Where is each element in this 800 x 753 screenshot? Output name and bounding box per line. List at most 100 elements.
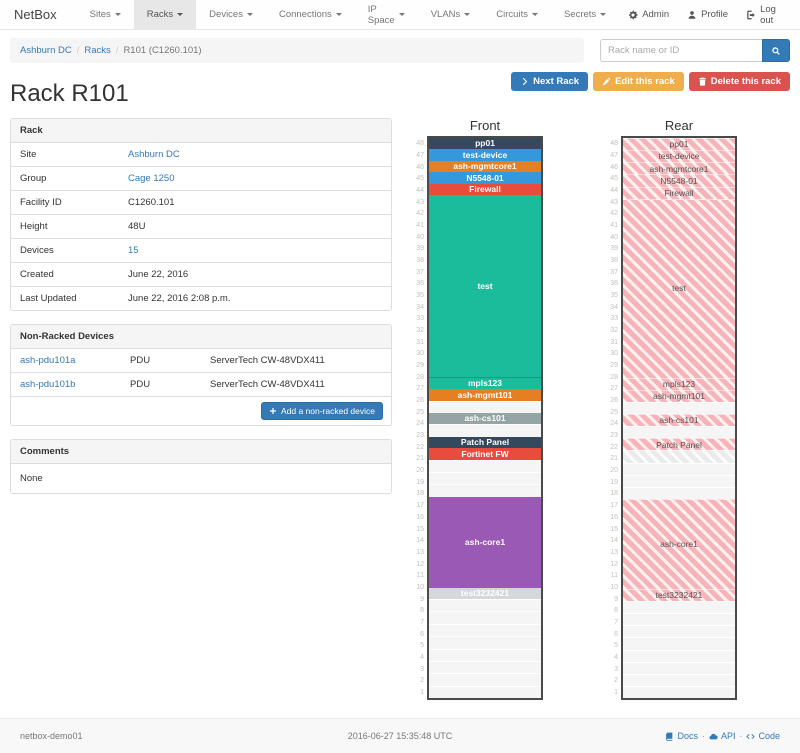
pencil-icon xyxy=(602,77,611,86)
nav-item-sites[interactable]: Sites xyxy=(77,0,134,29)
detail-label: Last Updated xyxy=(20,293,77,304)
unit-number: 43 xyxy=(610,198,618,206)
device-block-pp01[interactable]: pp01 xyxy=(429,138,541,150)
nonracked-device-link[interactable]: ash-pdu101a xyxy=(20,355,76,366)
device-block-ash-core1[interactable]: ash-core1 xyxy=(623,498,735,589)
unit-number: 20 xyxy=(416,467,424,475)
device-block-n5548-01[interactable]: N5548-01 xyxy=(429,172,541,184)
nonracked-device-role: PDU xyxy=(130,379,151,390)
device-block-ash-mgmt101[interactable]: ash-mgmt101 xyxy=(623,389,735,402)
delete-rack-button[interactable]: Delete this rack xyxy=(688,72,790,91)
nav-right: Admin Profile Log out xyxy=(619,0,800,29)
nav-item-label: Connections xyxy=(278,9,332,20)
unit-number: 44 xyxy=(416,187,424,195)
detail-value-last-updated: June 22, 2016 2:08 p.m. xyxy=(128,293,231,304)
rear-unit-numbers: 48 47 46 45 44 43 42 41 40 39 38 37 36 35 34 33 32 31 30 29… xyxy=(605,136,621,700)
detail-value-group[interactable]: Cage 1250 xyxy=(128,173,175,184)
caret-down-icon xyxy=(464,13,471,16)
device-block-test3232421[interactable]: test3232421 xyxy=(623,588,735,601)
search-button[interactable] xyxy=(762,39,790,62)
unit-number: 23 xyxy=(610,432,618,440)
unit-number: 41 xyxy=(416,222,424,230)
unit-number: 22 xyxy=(416,443,424,451)
footer-link-code[interactable]: Code xyxy=(746,731,780,741)
unit-number: 26 xyxy=(610,397,618,405)
device-block-patch-panel[interactable]: Patch Panel xyxy=(623,438,735,451)
device-block-ash-core1[interactable]: ash-core1 xyxy=(429,496,541,588)
detail-value-devices[interactable]: 15 xyxy=(128,245,139,256)
device-block-firewall[interactable]: Firewall xyxy=(623,186,735,199)
unit-number: 41 xyxy=(610,222,618,230)
nonracked-device-link[interactable]: ash-pdu101b xyxy=(20,379,76,390)
device-block-ash-cs101[interactable]: ash-cs101 xyxy=(429,413,541,425)
edit-rack-label: Edit this rack xyxy=(615,76,675,87)
unit-number: 47 xyxy=(416,152,424,159)
device-block-fortinet-fw[interactable]: Fortinet FW xyxy=(429,448,541,460)
device-block-patch-panel[interactable]: Patch Panel xyxy=(429,436,541,449)
device-block-n5548-01[interactable]: N5548-01 xyxy=(623,174,735,187)
device-block-firewall[interactable]: Firewall xyxy=(429,183,541,195)
nav-item-label: Devices xyxy=(209,9,243,20)
unit-number: 45 xyxy=(416,175,424,183)
unit-number: 9 xyxy=(420,595,424,603)
footer-link-docs[interactable]: Docs xyxy=(665,731,698,741)
footer-hostname: netbox-demo01 xyxy=(20,731,83,741)
search-input[interactable] xyxy=(600,39,762,62)
detail-label: Site xyxy=(20,149,37,160)
footer-timestamp: 2016-06-27 15:35:48 UTC xyxy=(347,731,453,741)
unit-number: 39 xyxy=(416,245,424,253)
device-block-test[interactable]: test xyxy=(623,198,735,378)
nav-item-racks[interactable]: Racks xyxy=(133,0,197,29)
brand-logo[interactable]: NetBox xyxy=(14,7,57,22)
unit-number: 28 xyxy=(416,373,424,381)
code-icon xyxy=(746,732,756,741)
device-block-ash-mgmtcore1[interactable]: ash-mgmtcore1 xyxy=(623,162,735,175)
detail-value-site[interactable]: Ashburn DC xyxy=(128,149,180,160)
device-block-mpls123[interactable]: mpls123 xyxy=(623,377,735,390)
unit-number: 27 xyxy=(416,385,424,393)
rack-elevations: Front 48 47 46 45 44 43 42 41 40 39 38 37 36 35 34 33 32 3… xyxy=(392,118,790,700)
next-rack-button[interactable]: Next Rack xyxy=(511,72,589,91)
unit-number: 21 xyxy=(610,455,618,463)
unit-number: 30 xyxy=(416,350,424,358)
nav-item-circuits[interactable]: Circuits xyxy=(483,0,551,29)
unit-number: 37 xyxy=(416,268,424,276)
unit-number: 48 xyxy=(610,140,618,148)
breadcrumb-link-ashburn-dc[interactable]: Ashburn DC xyxy=(20,45,72,56)
nav-item-ip-space[interactable]: IP Space xyxy=(355,0,418,29)
unit-number: 33 xyxy=(610,315,618,323)
add-nonracked-device-button[interactable]: Add a non-racked device xyxy=(260,402,383,420)
nav-item-connections[interactable]: Connections xyxy=(266,0,355,29)
nav-profile[interactable]: Profile xyxy=(678,0,737,29)
comments-panel-title: Comments xyxy=(11,440,391,464)
device-block-ash-mgmtcore1[interactable]: ash-mgmtcore1 xyxy=(429,160,541,173)
caret-down-icon xyxy=(600,13,607,16)
unit-number: 3 xyxy=(614,665,618,673)
unit-number: 33 xyxy=(416,315,424,323)
unit-number: 8 xyxy=(614,607,618,615)
device-block-ash-cs101[interactable]: ash-cs101 xyxy=(623,414,735,427)
unit-number: 46 xyxy=(610,163,618,171)
device-block-test-device[interactable]: test-device xyxy=(429,149,541,161)
unit-number: 24 xyxy=(416,420,424,428)
nav-log-out[interactable]: Log out xyxy=(737,0,792,29)
footer-link-api[interactable]: API xyxy=(709,731,735,741)
nav-admin[interactable]: Admin xyxy=(619,0,678,29)
rack-search xyxy=(600,39,790,62)
unit-number: 30 xyxy=(610,350,618,358)
device-block-ash-mgmt101[interactable]: ash-mgmt101 xyxy=(429,389,541,401)
device-block-pp01[interactable]: pp01 xyxy=(623,138,735,151)
nav-item-vlans[interactable]: VLANs xyxy=(418,0,484,29)
nav-item-devices[interactable]: Devices xyxy=(196,0,266,29)
breadcrumb-link-racks[interactable]: Racks xyxy=(84,45,111,56)
caret-down-icon xyxy=(246,13,253,16)
empty-unit xyxy=(623,637,735,650)
device-block-mpls123[interactable]: mpls123 xyxy=(429,376,541,390)
edit-rack-button[interactable]: Edit this rack xyxy=(593,72,684,91)
logout-icon xyxy=(746,10,756,20)
device-block-test-device[interactable]: test-device xyxy=(623,150,735,163)
nonracked-device-row: ash-pdu101a PDU ServerTech CW-48VDX411 xyxy=(11,349,391,373)
nav-item-secrets[interactable]: Secrets xyxy=(551,0,619,29)
device-block-test[interactable]: test xyxy=(429,194,541,377)
device-block-test3232421[interactable]: test3232421 xyxy=(429,587,541,599)
